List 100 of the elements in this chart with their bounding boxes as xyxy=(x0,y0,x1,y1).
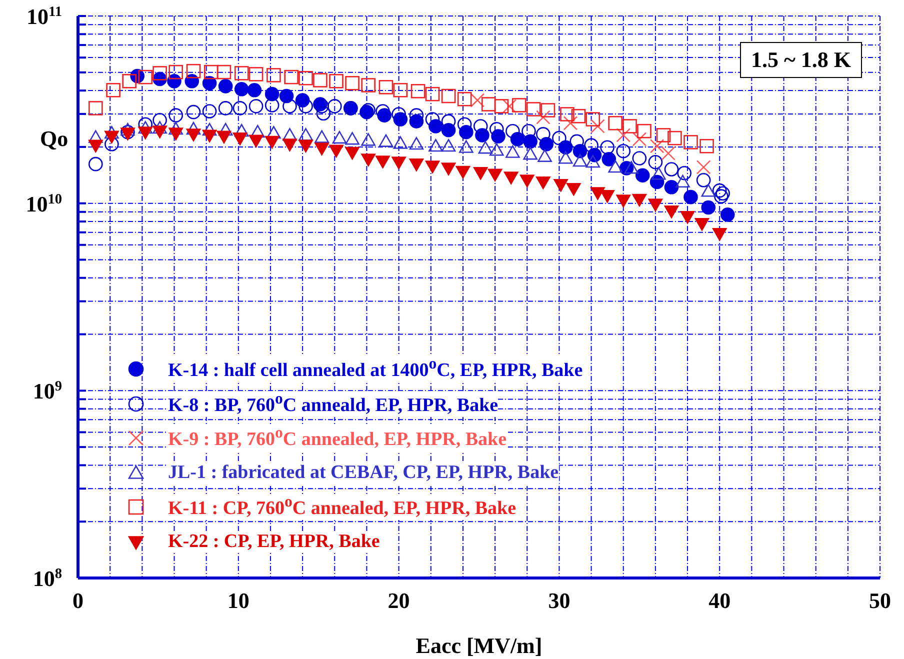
point xyxy=(664,162,679,176)
point xyxy=(608,116,622,130)
point xyxy=(314,142,329,156)
point xyxy=(216,130,232,144)
point xyxy=(106,82,120,98)
point xyxy=(345,146,360,160)
point xyxy=(327,99,342,114)
point xyxy=(329,74,344,88)
point xyxy=(313,73,328,88)
y-tick-label: 10$^{11}$ xyxy=(26,4,62,29)
point xyxy=(314,130,329,143)
point xyxy=(512,98,526,112)
point xyxy=(332,130,347,144)
point xyxy=(361,154,376,166)
point xyxy=(600,190,614,203)
point xyxy=(584,138,598,152)
point xyxy=(616,128,631,142)
point xyxy=(616,144,631,158)
x-tick-label: 30 xyxy=(548,588,570,613)
point xyxy=(684,135,698,150)
point xyxy=(218,122,233,136)
point xyxy=(152,126,167,138)
point xyxy=(635,168,650,183)
point xyxy=(248,99,264,114)
point xyxy=(716,186,730,201)
point xyxy=(202,76,217,90)
point xyxy=(481,97,496,112)
point xyxy=(266,126,281,139)
point xyxy=(656,128,671,142)
point xyxy=(506,124,520,138)
point xyxy=(279,88,294,104)
point xyxy=(216,64,232,80)
point xyxy=(329,144,344,158)
point xyxy=(409,158,424,172)
point xyxy=(120,122,135,136)
y-tick-label: 10$^{8}$ xyxy=(32,566,62,591)
point xyxy=(563,116,578,130)
point xyxy=(677,166,692,180)
point xyxy=(298,70,313,86)
point xyxy=(298,140,313,152)
point xyxy=(202,130,217,142)
legend-label: K-11 : CP, 760$^{o}$C annealed, EP, HPR, Bake xyxy=(168,494,516,520)
x-tick-label: 50 xyxy=(869,588,891,613)
point xyxy=(478,141,493,154)
y-axis-title: Qo xyxy=(40,126,68,151)
point xyxy=(264,136,280,149)
point xyxy=(488,168,502,182)
point xyxy=(558,151,573,164)
point xyxy=(232,101,248,116)
point xyxy=(694,218,710,231)
y-tick-label: 10$^{9}$ xyxy=(32,378,62,404)
point xyxy=(409,136,424,150)
point xyxy=(234,124,249,137)
point xyxy=(696,172,711,188)
point xyxy=(701,184,716,197)
point xyxy=(441,162,456,176)
point xyxy=(502,99,517,114)
x-axis-title: Eacc [MV/m] xyxy=(416,633,542,658)
point xyxy=(571,109,586,124)
point xyxy=(536,127,550,142)
point xyxy=(376,156,390,168)
point xyxy=(378,134,394,147)
point xyxy=(122,74,136,88)
x-tick-label: 0 xyxy=(72,588,84,613)
point xyxy=(204,64,218,80)
point xyxy=(680,211,695,224)
point xyxy=(457,92,472,106)
point xyxy=(572,154,588,167)
point xyxy=(570,134,584,149)
point xyxy=(138,120,153,134)
point xyxy=(648,198,663,212)
point xyxy=(202,122,217,136)
point xyxy=(345,76,360,90)
point xyxy=(523,147,538,160)
point xyxy=(425,112,440,126)
point xyxy=(218,101,233,116)
point xyxy=(168,122,183,135)
point xyxy=(282,99,297,114)
point xyxy=(624,161,639,174)
point xyxy=(376,104,390,118)
point xyxy=(284,70,298,84)
point xyxy=(526,102,541,116)
point xyxy=(298,99,313,114)
point xyxy=(202,104,217,118)
point xyxy=(316,106,331,121)
point xyxy=(266,68,281,82)
point xyxy=(489,143,504,156)
point xyxy=(540,103,556,118)
point xyxy=(282,138,297,152)
point xyxy=(441,138,456,152)
point xyxy=(622,119,637,134)
point xyxy=(393,136,408,149)
point xyxy=(664,180,679,194)
point xyxy=(600,140,614,154)
point xyxy=(247,82,262,98)
point xyxy=(566,182,581,196)
point xyxy=(250,124,265,138)
point xyxy=(152,120,167,134)
point xyxy=(409,108,424,122)
point xyxy=(632,194,647,207)
